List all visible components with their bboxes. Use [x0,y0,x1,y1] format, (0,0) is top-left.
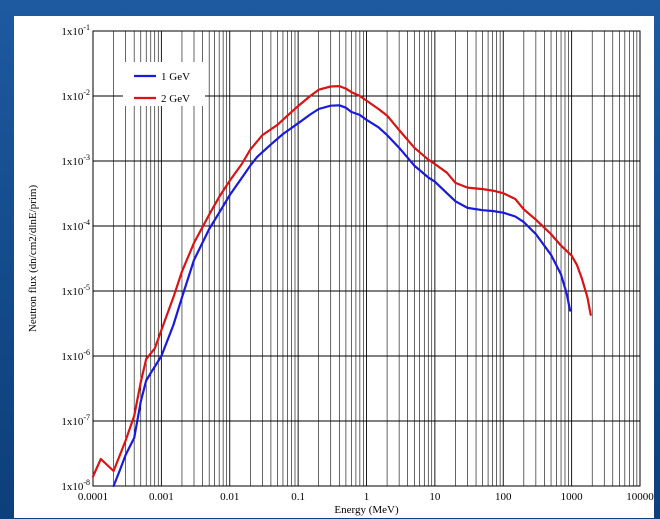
x-tick-label: 0.001 [149,491,174,503]
x-tick-label: 10 [429,491,441,503]
y-tick-label: 1x10-4 [61,218,90,233]
x-tick-label: 100 [495,491,512,503]
x-tick-label: 1000 [561,491,584,503]
y-tick-label: 1x10-7 [61,413,90,428]
x-tick-label: 1 [364,491,370,503]
chart-panel: 0.0001 0.001 0.01 0.1 1 10 100 1000 10000 1x10-8… [14,16,654,518]
plot-frame [92,30,641,487]
x-axis-label: Energy (MeV) [334,504,399,516]
legend-label-2-gev: 2 GeV [161,93,190,105]
y-tick-label: 1x10-5 [61,283,90,298]
x-tick-label: 0.01 [220,491,239,503]
grid [93,31,640,486]
series-layer [91,84,592,488]
x-tick-label: 0.0001 [78,491,108,503]
legend-label-1-gev: 1 GeV [161,71,190,83]
y-tick-label: 1x10-6 [61,348,90,363]
y-tick-label: 1x10-3 [61,153,90,168]
neutron-flux-chart: 0.0001 0.001 0.01 0.1 1 10 100 1000 10000 1x10-8… [27,23,654,516]
x-tick-label: 10000 [626,491,654,503]
series-line-2-gev [91,84,592,478]
legend: 1 GeV 2 GeV [123,62,205,106]
y-tick-label: 1x10-1 [61,23,90,38]
y-tick-label: 1x10-8 [61,478,90,493]
y-tick-label: 1x10-2 [61,88,90,103]
x-tick-labels: 0.0001 0.001 0.01 0.1 1 10 100 1000 10000 [78,491,654,503]
series-line-1-gev [112,104,572,488]
x-tick-label: 0.1 [291,491,305,503]
y-axis-label: Neutron flux (dn/cm2/dlnE/prim) [27,185,39,333]
y-tick-labels: 1x10-8 1x10-7 1x10-6 1x10-5 1x10-4 1x10-3 1x10… [61,23,90,493]
